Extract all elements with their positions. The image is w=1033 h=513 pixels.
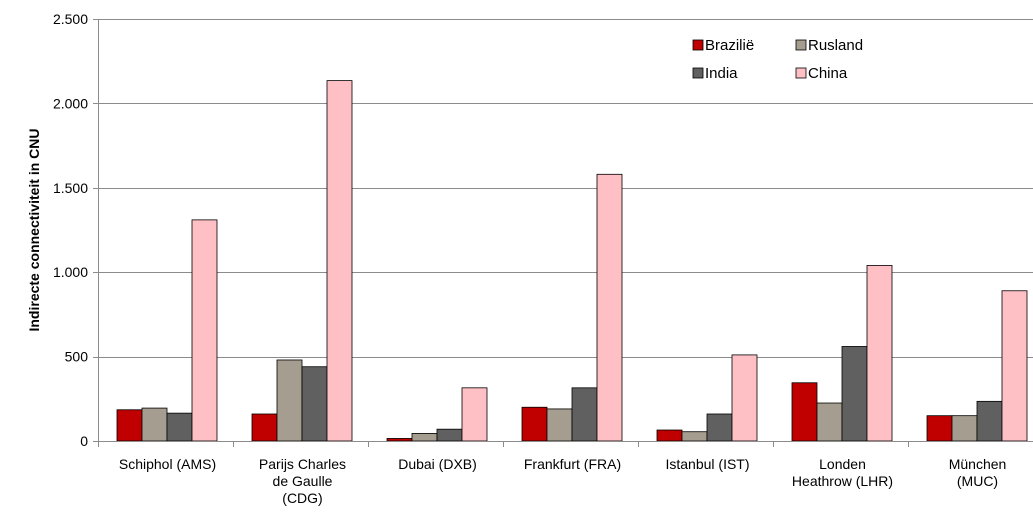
bar-brazili-0: [116, 409, 143, 442]
legend-swatch-india: [692, 67, 704, 79]
bar-brazili-5: [791, 382, 818, 442]
legend-label: India: [705, 65, 738, 82]
y-axis-title: Indirecte connectiviteit in CNU: [26, 128, 42, 331]
x-tick-label: Parijs Charles de Gaulle (CDG): [259, 456, 346, 506]
bar-india-1: [301, 366, 328, 442]
axes: [93, 19, 1033, 447]
bar-china-5: [866, 265, 893, 442]
bar-brazili-6: [926, 415, 953, 442]
bar-china-0: [191, 219, 218, 442]
y-tick-label: 2.000: [53, 95, 88, 111]
legend-swatch-brazili: [692, 39, 704, 51]
x-tick-label: Dubai (DXB): [398, 456, 477, 472]
legend-label: China: [808, 65, 848, 82]
y-tick-label: 500: [65, 349, 89, 365]
legend-swatch-rusland: [795, 39, 807, 51]
bar-india-4: [706, 413, 733, 442]
gridlines: [98, 19, 1033, 358]
bar-china-3: [596, 173, 623, 442]
x-tick-label: Frankfurt (FRA): [524, 456, 621, 472]
bar-brazili-3: [521, 406, 548, 442]
bar-china-4: [731, 354, 758, 442]
x-tick-label: München (MUC): [949, 456, 1007, 489]
bar-china-2: [461, 387, 488, 442]
bar-india-6: [976, 400, 1003, 442]
bar-brazili-4: [656, 429, 683, 442]
bar-rusland-3: [546, 408, 573, 442]
legend-label: Brazilië: [705, 37, 754, 54]
bar-brazili-1: [251, 413, 278, 442]
bar-brazili-2: [386, 438, 413, 442]
bar-rusland-2: [411, 433, 438, 442]
bar-india-5: [841, 346, 868, 442]
bars: [116, 80, 1028, 442]
bar-india-0: [166, 412, 193, 442]
bar-india-2: [436, 428, 463, 442]
bar-rusland-1: [276, 359, 303, 442]
x-tick-labels: Schiphol (AMS) Parijs Charles de Gaulle (CD…: [119, 456, 1006, 506]
bar-rusland-6: [951, 415, 978, 442]
x-tick-label: Schiphol (AMS): [119, 456, 216, 472]
legend: Brazilië Rusland India China: [692, 37, 863, 82]
y-tick-label: 2.500: [53, 11, 88, 27]
bar-rusland-0: [141, 407, 168, 442]
bar-india-3: [571, 387, 598, 442]
legend-label: Rusland: [808, 37, 863, 54]
x-tick-label: Londen Heathrow (LHR): [792, 456, 893, 489]
y-tick-label: 0: [80, 433, 88, 449]
legend-swatch-china: [795, 67, 807, 79]
bar-rusland-4: [681, 431, 708, 442]
bar-china-6: [1001, 290, 1028, 442]
y-tick-labels: 0 500 1.000 1.500 2.000 2.500: [53, 11, 88, 449]
y-tick-label: 1.000: [53, 264, 88, 280]
bar-rusland-5: [816, 402, 843, 442]
bar-china-1: [326, 80, 353, 442]
x-tick-label: Istanbul (IST): [665, 456, 749, 472]
y-tick-label: 1.500: [53, 180, 88, 196]
